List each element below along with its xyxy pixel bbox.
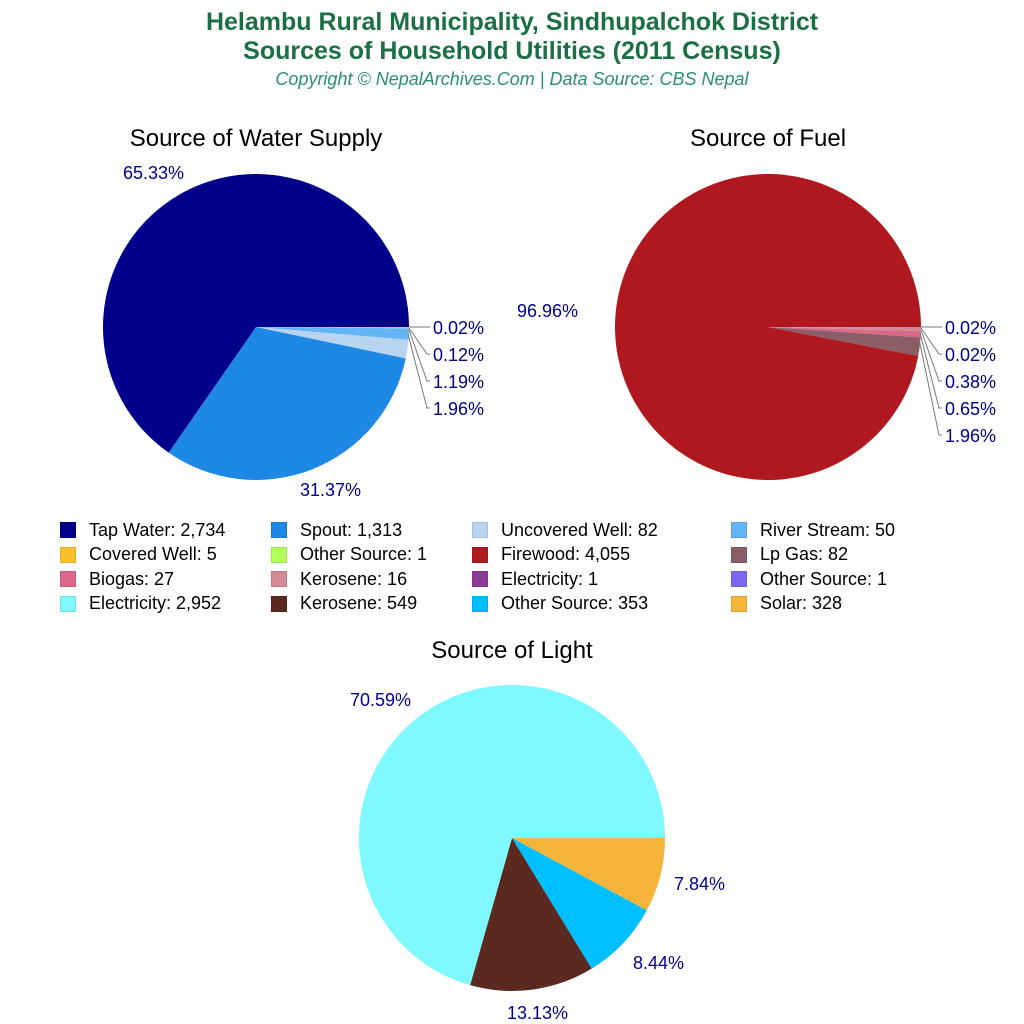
legend-swatch (731, 571, 747, 588)
chart-title-line1: Helambu Rural Municipality, Sindhupalcho… (205, 8, 819, 36)
legend-swatch (271, 522, 287, 539)
pie-slice-covered-well (256, 327, 410, 329)
pie-slice-solar (512, 838, 665, 911)
legend-label: Biogas: 27 (89, 568, 175, 589)
fuel-label-0-02a: 0.02% (945, 318, 996, 338)
legend-item: Other Source: 353 (472, 593, 731, 616)
water-label-1-96: 1.96% (433, 399, 484, 419)
legend-item: Biogas: 27 (60, 568, 271, 591)
fuel-pie (614, 174, 922, 481)
fuel-label-0-02b: 0.02% (945, 345, 996, 365)
water-label-31-37: 31.37% (300, 480, 361, 500)
pie-slice-uncovered-well (256, 327, 409, 359)
legend-item: Uncovered Well: 82 (472, 519, 731, 542)
fuel-pie-title: Source of Fuel (689, 125, 847, 152)
light-label-70-59: 70.59% (350, 690, 411, 710)
legend-label: Other Source: 1 (760, 568, 888, 589)
water-supply-pie (103, 174, 410, 480)
pie-slice-other-source (512, 838, 647, 969)
legend-label: Spout: 1,313 (300, 519, 403, 540)
legend-swatch (472, 595, 488, 612)
legend-swatch (731, 522, 747, 539)
pie-slice-other-source (256, 327, 409, 329)
light-label-8-44: 8.44% (633, 953, 684, 973)
legend-item: Firewood: 4,055 (472, 544, 731, 567)
legend: Tap Water: 2,734 Spout: 1,313 Uncovered We… (60, 519, 931, 615)
legend-label: Kerosene: 16 (300, 568, 408, 589)
legend-swatch (731, 546, 747, 563)
pie-slice-river-stream (256, 327, 409, 340)
legend-swatch (472, 522, 488, 539)
legend-label: Tap Water: 2,734 (89, 519, 226, 540)
legend-swatch (60, 571, 76, 588)
fuel-label-1-96: 1.96% (945, 426, 996, 446)
legend-item: Electricity: 1 (472, 568, 731, 591)
legend-label: River Stream: 50 (760, 519, 896, 540)
legend-label: Kerosene: 549 (300, 593, 418, 614)
legend-label: Uncovered Well: 82 (501, 519, 658, 540)
legend-swatch (60, 546, 76, 563)
legend-label: Covered Well: 5 (89, 544, 217, 565)
light-label-13-13: 13.13% (507, 1003, 568, 1023)
legend-swatch (60, 522, 76, 539)
chart-title-line2: Sources of Household Utilities (2011 Cen… (243, 37, 781, 65)
legend-item: Other Source: 1 (271, 544, 472, 567)
legend-swatch (271, 571, 287, 588)
fuel-label-0-38: 0.38% (945, 372, 996, 392)
legend-label: Other Source: 1 (300, 544, 428, 565)
pie-slice-kerosene (470, 838, 592, 991)
legend-item: Covered Well: 5 (60, 544, 271, 567)
fuel-leader-lines (918, 326, 942, 436)
legend-item: Spout: 1,313 (271, 519, 472, 542)
legend-item: Lp Gas: 82 (731, 544, 931, 567)
legend-swatch (472, 546, 488, 563)
light-pie (359, 684, 665, 991)
light-pie-title: Source of Light (431, 637, 593, 664)
legend-label: Lp Gas: 82 (760, 544, 849, 565)
chart-subtitle: Copyright © NepalArchives.Com | Data Sou… (275, 69, 749, 89)
legend-swatch (731, 595, 747, 612)
water-label-0-12: 0.12% (433, 345, 484, 365)
legend-label: Electricity: 1 (501, 568, 599, 589)
legend-swatch (472, 571, 488, 588)
fuel-label-0-65: 0.65% (945, 399, 996, 419)
pie-slice-firewood (614, 174, 921, 481)
legend-label: Electricity: 2,952 (89, 593, 222, 614)
water-leader-lines (407, 326, 430, 409)
water-label-1-19: 1.19% (433, 372, 484, 392)
legend-label: Firewood: 4,055 (501, 544, 631, 565)
water-pie-title: Source of Water Supply (129, 125, 383, 152)
pie-slice-biogas (768, 327, 921, 338)
legend-item: Tap Water: 2,734 (60, 519, 271, 542)
legend-item: Other Source: 1 (731, 568, 931, 591)
fuel-label-96-96: 96.96% (517, 301, 578, 321)
legend-item: River Stream: 50 (731, 519, 931, 542)
pie-slice-lp-gas (768, 327, 921, 357)
legend-swatch (271, 595, 287, 612)
legend-item: Kerosene: 16 (271, 568, 472, 591)
water-label-65-33: 65.33% (123, 163, 184, 183)
legend-item: Kerosene: 549 (271, 593, 472, 616)
light-label-7-84: 7.84% (674, 874, 725, 894)
legend-item: Electricity: 2,952 (60, 593, 271, 616)
legend-label: Other Source: 353 (501, 593, 649, 614)
pie-slice-kerosene (768, 327, 921, 332)
legend-swatch (60, 595, 76, 612)
legend-item: Solar: 328 (731, 593, 931, 616)
legend-label: Solar: 328 (760, 593, 843, 614)
legend-swatch (271, 546, 287, 563)
pie-slice-electricity (359, 684, 665, 986)
pie-slice-spout (168, 327, 406, 480)
pie-slice-tap-water (103, 174, 410, 453)
water-label-0-02: 0.02% (433, 318, 484, 338)
